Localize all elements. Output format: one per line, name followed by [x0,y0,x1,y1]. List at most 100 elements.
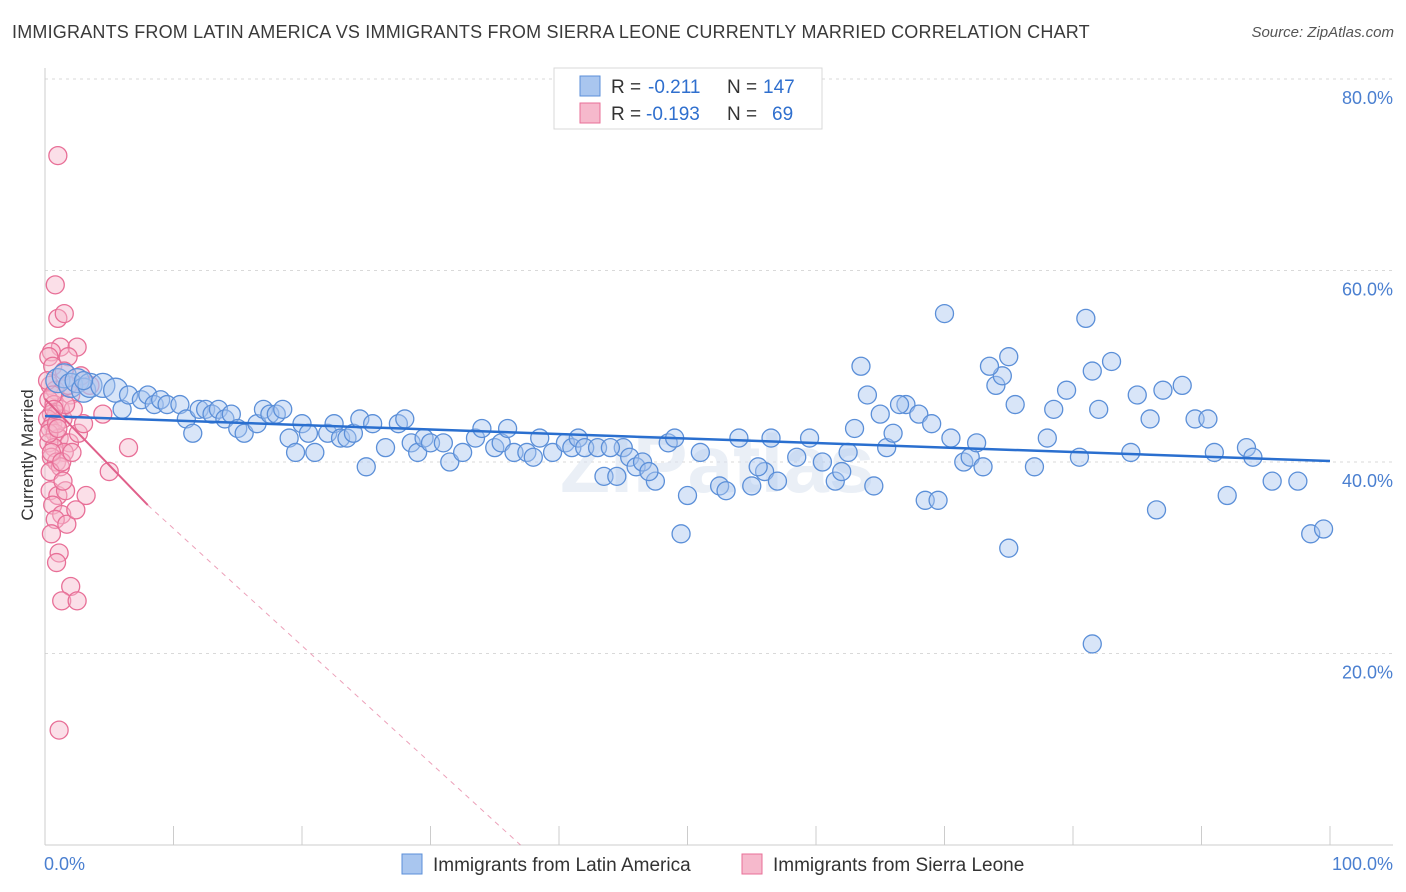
sierra-leone-point [54,303,74,324]
latin-america-point [497,418,518,439]
legend-swatch-sierra-leone [741,853,763,875]
latin-america-point [395,409,415,429]
latin-america-point [812,452,833,472]
latin-america-point [941,428,961,448]
legend: Immigrants from Latin America Immigrants… [401,853,1024,876]
latin-america-point [1172,375,1192,396]
latin-america-point [864,476,884,496]
latin-america-point [1313,519,1334,539]
sierra-leone-point [55,394,76,415]
latin-america-point [440,452,460,472]
latin-america-point [857,385,878,405]
latin-america-point [986,375,1006,396]
r-value-2: -0.193 [646,104,700,125]
latin-america-point [1024,457,1045,477]
trend-lines [44,398,1331,846]
latin-america-point [298,423,319,443]
latin-america-point [716,481,736,501]
latin-america-point [748,457,768,477]
latin-america-point [896,394,916,415]
latin-america-point [1198,409,1218,429]
sierra-leone-point [118,437,139,458]
sierra-leone-point [39,347,59,367]
latin-america-point [273,399,293,419]
y-tick-labels: 20.0% 40.0% 60.0% 80.0% [1342,88,1393,683]
latin-america-point [1076,308,1096,329]
latin-america-point [742,476,762,496]
sierra-leone-point [49,720,69,740]
r-label-2: R = [611,104,641,125]
latin-america-point [1153,380,1173,400]
sierra-leone-point [58,347,78,367]
n-value-2: 69 [772,104,793,125]
latin-america-point [523,447,543,467]
latin-america-point [1005,394,1025,415]
grid-lines [45,78,1393,654]
latin-america-point [787,447,807,467]
chart-title: IMMIGRANTS FROM LATIN AMERICA VS IMMIGRA… [12,22,1090,42]
latin-america-point [992,366,1012,386]
latin-america-point [729,428,749,448]
latin-america-point [767,471,788,491]
stats-swatch-pink [579,102,601,124]
y-tick-label: 60.0% [1342,280,1393,300]
latin-america-point [600,437,621,458]
latin-america-point [530,428,550,448]
latin-america-point [1217,485,1237,506]
latin-america-point [671,524,691,544]
latin-america-point [639,461,659,482]
sierra-leone-point [52,591,72,611]
latin-america-point [832,461,852,482]
latin-america-point [472,418,492,439]
latin-america-point [77,372,103,399]
axes [44,68,1393,846]
latin-america-point [909,404,929,424]
sierra-leone-point [57,514,77,534]
x-tick-label: 0.0% [44,854,85,874]
latin-america-point [677,485,698,506]
sierra-leone-point [45,509,65,530]
sierra-leone-point [67,591,87,611]
latin-america-point [433,433,454,453]
sierra-leone-point [48,145,68,166]
latin-america-point [883,423,903,443]
x-tick-label: 100.0% [1332,854,1393,874]
n-label-2: N = [727,104,757,125]
latin-america-point [1082,634,1102,654]
y-axis-label: Currently Married [18,389,37,520]
latin-america-point [1140,409,1160,429]
x-tick-labels: 0.0% 100.0% [44,854,1393,874]
sierra-leone-point [93,404,113,424]
y-tick-label: 40.0% [1342,471,1393,491]
latin-america-point [73,370,94,391]
sierra-leone-point [62,442,82,463]
latin-america-point [999,347,1019,367]
trend-line-latin-america [44,414,1331,463]
sierra-leone-point [52,452,72,472]
sierra-leone-point [41,442,62,463]
sierra-leone-point [45,275,65,295]
latin-america-point [1146,500,1167,520]
latin-america-point [838,442,858,463]
latin-america-point [1262,471,1282,491]
latin-america-point [1288,471,1308,491]
latin-america-point [1089,399,1109,419]
sierra-leone-point [48,418,68,439]
latin-america-point [1236,437,1257,458]
latin-america-point [645,471,666,491]
latin-america-point [305,442,325,463]
legend-label-sierra-leone: Immigrants from Sierra Leone [773,855,1024,876]
sierra-leone-point [66,500,86,520]
source-credit: Source: ZipAtlas.com [1251,24,1394,41]
latin-america-point [1082,361,1102,381]
latin-america-point [922,414,942,434]
sierra-leone-point [73,414,94,434]
sierra-leone-point [46,552,67,573]
latin-america-point [1204,442,1224,463]
latin-america-point [979,356,1000,376]
latin-america-point [542,442,563,463]
latin-america-point [452,442,473,463]
sierra-leone-point [43,385,63,405]
latin-america-point [285,442,306,463]
